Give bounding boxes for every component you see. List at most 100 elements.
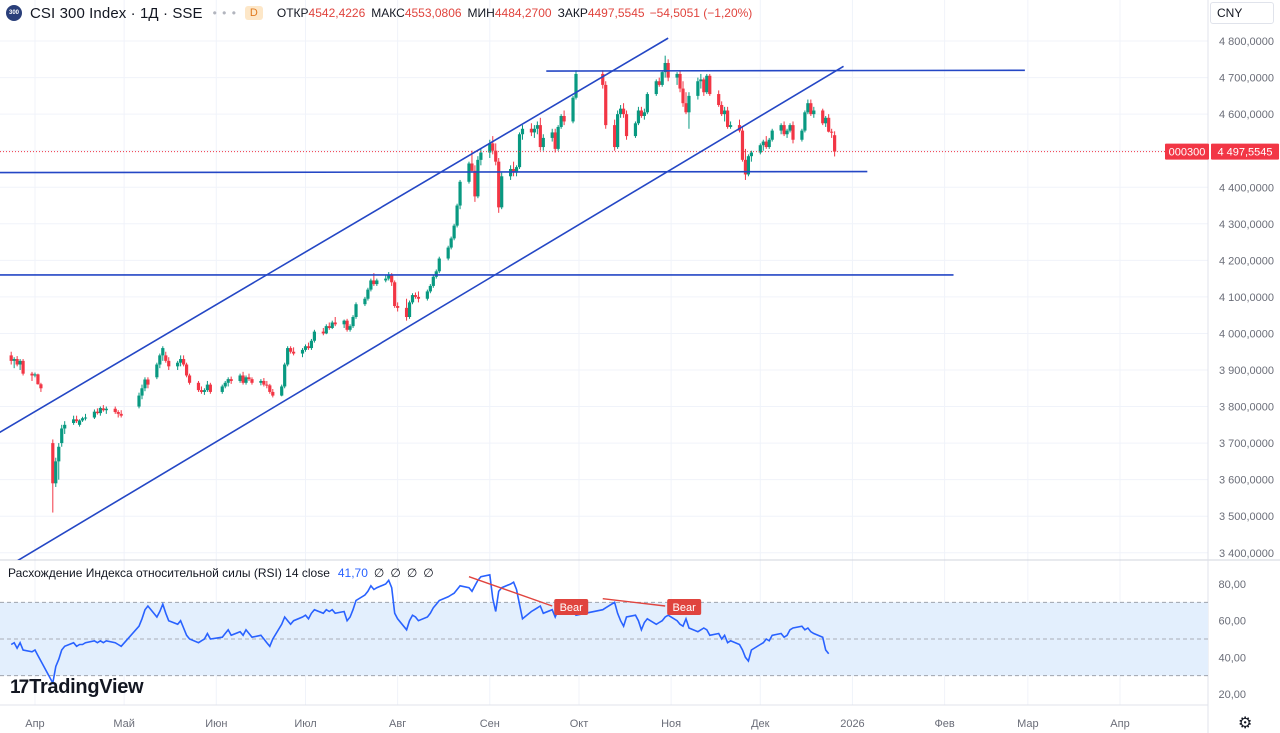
- trend-lines: [0, 37, 1025, 560]
- rsi-value: 41,70: [337, 566, 368, 580]
- candle-body: [12, 359, 16, 361]
- candle-body: [764, 141, 768, 148]
- candle-body: [238, 375, 242, 381]
- candle-body: [723, 110, 727, 115]
- candle: [717, 90, 721, 107]
- candle: [21, 359, 25, 376]
- candle-body: [800, 130, 804, 140]
- trend-line: [546, 69, 1025, 72]
- candle: [60, 424, 64, 447]
- candle: [824, 115, 828, 127]
- candle-body: [176, 362, 180, 367]
- price-tick-label: 3 500,0000: [1219, 511, 1274, 523]
- candle: [184, 362, 189, 378]
- candle: [449, 236, 453, 250]
- candle: [113, 406, 117, 414]
- candle-body: [827, 117, 831, 132]
- candle-body: [613, 125, 617, 148]
- candle: [616, 110, 620, 149]
- candle-body: [369, 280, 373, 290]
- currency-selector[interactable]: CNY: [1210, 2, 1274, 24]
- candle-body: [101, 408, 105, 411]
- candle-body: [657, 81, 661, 85]
- candle: [404, 298, 409, 321]
- candle: [726, 106, 730, 129]
- candle-body: [15, 359, 19, 365]
- chart-settings-gear-icon[interactable]: ⚙: [1238, 715, 1253, 732]
- candle-body: [803, 112, 807, 131]
- last-price-text: 4 497,5545: [1217, 147, 1272, 159]
- tradingview-logo[interactable]: 17 TradingView: [10, 676, 144, 699]
- candle-body: [226, 379, 230, 383]
- candle: [164, 351, 168, 363]
- candle-body: [18, 360, 22, 365]
- candle-body: [633, 123, 638, 137]
- candle-body: [363, 298, 367, 305]
- candle: [705, 73, 709, 95]
- price-tick-label: 4 600,0000: [1219, 109, 1274, 121]
- candle-body: [743, 159, 748, 175]
- candle-body: [705, 75, 709, 93]
- candle: [425, 289, 429, 301]
- rsi-extra-1: ∅: [373, 566, 385, 580]
- candle: [642, 108, 646, 120]
- candle: [476, 156, 480, 199]
- candle: [158, 353, 162, 369]
- time-tick-label: Дек: [751, 718, 770, 730]
- candle-body: [553, 132, 557, 149]
- rsi-title: Расхождение Индекса относительной силы (…: [8, 566, 330, 580]
- candle: [541, 134, 545, 151]
- candle: [369, 278, 373, 292]
- candles: [9, 55, 837, 513]
- candle-body: [372, 280, 376, 285]
- candle: [624, 110, 629, 140]
- rsi-indicator-header[interactable]: Расхождение Индекса относительной силы (…: [8, 566, 434, 580]
- trend-line: [0, 37, 669, 434]
- more-dots-icon[interactable]: • • •: [212, 6, 237, 20]
- candle-body: [812, 110, 816, 115]
- candle: [72, 415, 76, 425]
- candle: [699, 73, 703, 89]
- candle-body: [455, 205, 459, 226]
- candle-body: [437, 258, 441, 272]
- symbol-logo-icon[interactable]: 300: [6, 5, 22, 21]
- candle: [431, 274, 435, 288]
- candle-body: [354, 304, 358, 318]
- candle: [205, 380, 209, 392]
- candle-body: [604, 84, 608, 126]
- candle: [497, 158, 501, 213]
- candle-body: [728, 125, 733, 127]
- candle-body: [559, 115, 563, 127]
- candle: [708, 73, 712, 96]
- candle-body: [51, 443, 55, 484]
- symbol-title[interactable]: CSI 300 Index · 1Д · SSE: [30, 4, 203, 22]
- candle-body: [479, 152, 483, 160]
- candle-body: [470, 163, 474, 171]
- trend-line: [0, 170, 868, 174]
- candle-body: [265, 384, 269, 386]
- candle: [259, 379, 263, 386]
- candle: [262, 378, 266, 387]
- candle: [333, 317, 337, 327]
- candle: [182, 355, 186, 367]
- rsi-extra-4: ∅: [423, 566, 434, 580]
- candle: [98, 406, 102, 416]
- divergence-line: [602, 597, 666, 607]
- time-tick-label: Сен: [480, 718, 500, 730]
- candle-body: [289, 348, 293, 352]
- candle: [684, 92, 688, 115]
- candle-body: [824, 117, 828, 124]
- candle-body: [726, 110, 730, 127]
- candle: [327, 322, 331, 330]
- candle-body: [624, 114, 629, 137]
- candle: [312, 329, 317, 343]
- candle-body: [158, 355, 162, 365]
- candle-body: [497, 161, 501, 208]
- candle-body: [806, 103, 810, 113]
- candle-body: [740, 130, 745, 160]
- candle: [654, 79, 658, 96]
- candle: [324, 324, 328, 335]
- price-grid: [0, 0, 1208, 705]
